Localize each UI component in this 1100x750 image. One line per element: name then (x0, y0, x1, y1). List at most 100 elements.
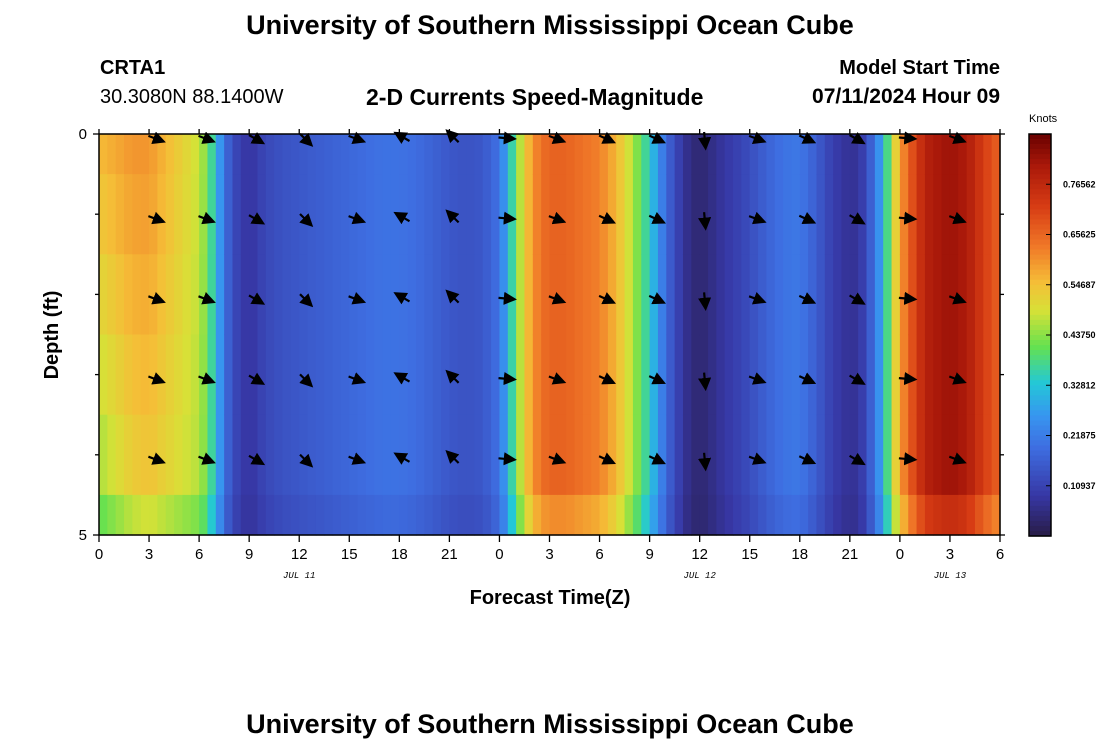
heatmap-cell (766, 254, 776, 336)
y-tick-label: 0 (79, 126, 87, 143)
heatmap-cell (132, 134, 142, 175)
heatmap-cell (99, 414, 108, 496)
heatmap-cell (232, 134, 242, 175)
colorbar-swatch (1029, 219, 1051, 226)
heatmap-cell (240, 174, 250, 255)
heatmap-cell (949, 254, 959, 336)
heatmap-cell (574, 254, 584, 336)
current-vector (698, 212, 712, 231)
heatmap-cell (457, 494, 467, 536)
heatmap-cell (958, 254, 968, 336)
heatmap-cell (132, 174, 142, 255)
heatmap-cell (357, 334, 367, 416)
heatmap-cell (624, 494, 634, 536)
heatmap-cell (924, 334, 934, 416)
current-vector (648, 372, 666, 385)
heatmap-cell (174, 134, 184, 175)
heatmap-cell (582, 494, 592, 536)
heatmap-cell (958, 494, 968, 536)
colorbar-swatch (1029, 144, 1051, 150)
heatmap-cell (649, 134, 659, 175)
heatmap-cell (265, 334, 275, 416)
heatmap-cell (307, 254, 317, 336)
heatmap-cell (866, 494, 876, 536)
heatmap-cell (783, 414, 793, 496)
heatmap-cell (766, 174, 776, 255)
heatmap-cell (641, 334, 651, 416)
colorbar-swatch (1029, 274, 1051, 281)
colorbar-swatch (1029, 520, 1051, 527)
heatmap-cell (883, 334, 893, 416)
heatmap-cell (541, 174, 551, 255)
heatmap-cell (858, 414, 868, 496)
chart-subtitle: 2-D Currents Speed-Magnitude (366, 84, 704, 110)
heatmap-cell (883, 254, 893, 336)
heatmap-cell (691, 334, 701, 416)
x-tick-label: 21 (841, 546, 858, 563)
colorbar-units: Knots (1029, 113, 1058, 125)
heatmap-cell (733, 174, 742, 255)
heatmap-cell (741, 134, 751, 175)
heatmap-cell (315, 174, 325, 255)
heatmap-cell (441, 134, 450, 175)
heatmap-cell (557, 494, 567, 536)
heatmap-cell (365, 134, 375, 175)
heatmap-cell (107, 334, 117, 416)
x-tick-label: 9 (245, 546, 253, 563)
heatmap-cell (891, 134, 901, 175)
heatmap-cell (849, 494, 859, 536)
current-vector (898, 131, 918, 145)
colorbar-swatch (1029, 134, 1051, 140)
current-vector (393, 452, 411, 465)
heatmap-cell (190, 254, 200, 336)
heatmap-cell (858, 494, 868, 536)
current-vector (548, 131, 567, 144)
heatmap-cell (482, 494, 492, 536)
colorbar-swatch (1029, 355, 1051, 361)
heatmap-cell (516, 174, 526, 255)
current-vector (948, 292, 967, 305)
heatmap-cell (274, 254, 284, 336)
colorbar-swatch (1029, 269, 1051, 276)
heatmap-cell (124, 134, 133, 175)
heatmap-cell (265, 254, 275, 336)
heatmap-cell (340, 494, 350, 536)
current-vector (299, 213, 314, 228)
heatmap-cell (449, 494, 459, 536)
current-vector (798, 452, 817, 465)
heatmap-cell (132, 494, 142, 536)
heatmap-cell (99, 254, 108, 336)
heatmap-cell (432, 134, 442, 175)
colorbar-tick-label: 0.76562 (1063, 179, 1096, 189)
colorbar-swatch (1029, 279, 1051, 286)
heatmap-cell (899, 254, 909, 336)
heatmap-cell (816, 414, 826, 496)
current-vector (445, 369, 460, 384)
heatmap-cell (416, 174, 425, 255)
heatmap-cell (758, 174, 767, 255)
colorbar-swatch (1029, 375, 1051, 381)
heatmap-cell (482, 414, 492, 496)
heatmap-cell (349, 174, 359, 255)
heatmap-cell (165, 334, 175, 416)
heatmap-cell (632, 414, 642, 496)
colorbar-swatch (1029, 204, 1051, 210)
heatmap-cell (416, 254, 425, 336)
heatmap-cell (332, 494, 342, 536)
heatmap-cell (107, 494, 117, 536)
heatmap-cell (791, 494, 801, 536)
colorbar-swatch (1029, 485, 1051, 492)
heatmap-cell (841, 494, 851, 536)
heatmap-cell (190, 334, 200, 416)
heatmap-cell (883, 494, 893, 536)
heatmap-cell (641, 494, 651, 536)
heatmap-cell (474, 254, 484, 336)
heatmap-cell (883, 134, 893, 175)
heatmap-cell (833, 174, 843, 255)
colorbar-swatch (1029, 139, 1051, 145)
heatmap-cell (791, 254, 801, 336)
heatmap-cell (958, 414, 968, 496)
heatmap-cell (557, 254, 567, 336)
heatmap-cell (149, 254, 158, 336)
heatmap-cell (207, 414, 217, 496)
